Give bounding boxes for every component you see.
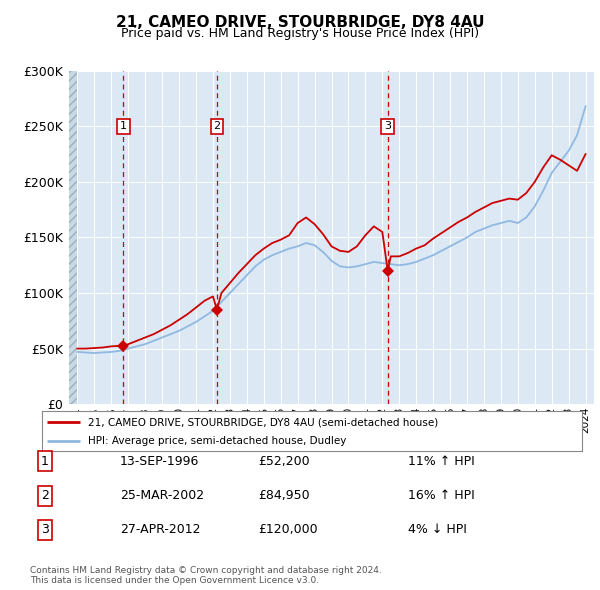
Text: 3: 3 [384,122,391,132]
Text: 21, CAMEO DRIVE, STOURBRIDGE, DY8 4AU: 21, CAMEO DRIVE, STOURBRIDGE, DY8 4AU [116,15,484,30]
Text: 4% ↓ HPI: 4% ↓ HPI [408,523,467,536]
Text: 13-SEP-1996: 13-SEP-1996 [120,455,199,468]
Text: 2: 2 [41,489,49,502]
Text: Price paid vs. HM Land Registry's House Price Index (HPI): Price paid vs. HM Land Registry's House … [121,27,479,40]
Text: HPI: Average price, semi-detached house, Dudley: HPI: Average price, semi-detached house,… [88,435,346,445]
Text: 11% ↑ HPI: 11% ↑ HPI [408,455,475,468]
Text: Contains HM Land Registry data © Crown copyright and database right 2024.
This d: Contains HM Land Registry data © Crown c… [30,566,382,585]
Text: 21, CAMEO DRIVE, STOURBRIDGE, DY8 4AU (semi-detached house): 21, CAMEO DRIVE, STOURBRIDGE, DY8 4AU (s… [88,417,438,427]
Text: 1: 1 [41,455,49,468]
Text: £84,950: £84,950 [258,489,310,502]
Text: £120,000: £120,000 [258,523,317,536]
Text: 16% ↑ HPI: 16% ↑ HPI [408,489,475,502]
Text: £52,200: £52,200 [258,455,310,468]
Text: 27-APR-2012: 27-APR-2012 [120,523,200,536]
Text: 3: 3 [41,523,49,536]
Text: 2: 2 [213,122,220,132]
Text: 1: 1 [120,122,127,132]
Bar [69,71,77,404]
Text: 25-MAR-2002: 25-MAR-2002 [120,489,204,502]
